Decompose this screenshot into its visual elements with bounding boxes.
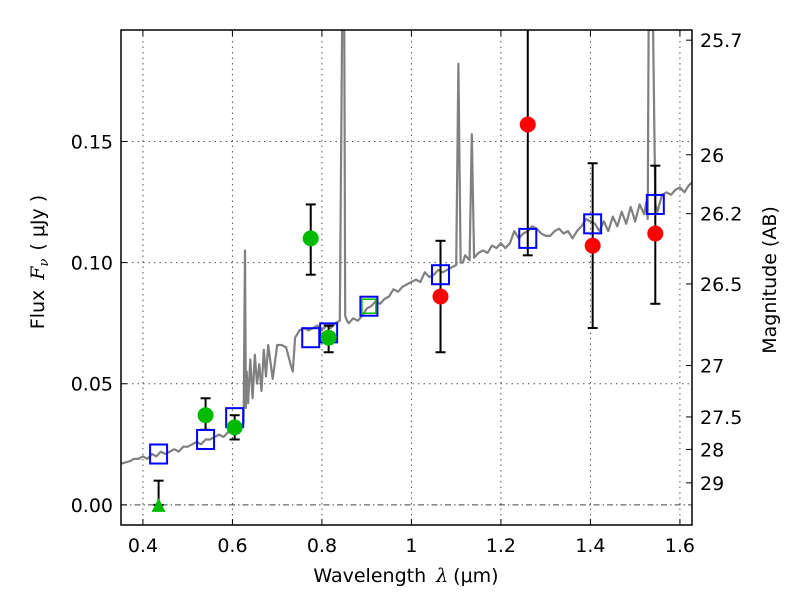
model-square-marker [149, 443, 169, 465]
x-axis-label: Wavelength λ (μm) [313, 565, 498, 587]
y2-tick-label: 26.2 [700, 204, 742, 226]
red-data-point [584, 237, 601, 254]
green-data-point [226, 419, 243, 436]
model-square-marker [431, 264, 451, 286]
model-square-marker [518, 227, 538, 249]
green-data-point [197, 407, 214, 424]
y-axis-label-text: Flux [27, 290, 49, 330]
y2-tick-label: 25.7 [700, 30, 742, 52]
x-tick-label: 0.8 [307, 535, 337, 557]
red-data-point [519, 116, 536, 133]
y2-tick-label: 27 [700, 356, 724, 378]
y-axis-ticks: 0.00 0.05 0.10 0.15 [71, 131, 127, 517]
grid-lines [121, 30, 692, 525]
y-tick-label: 0.10 [71, 253, 113, 275]
y2-tick-label: 26 [700, 145, 724, 167]
x-tick-label: 1.6 [665, 535, 695, 557]
y2-tick-label: 29 [700, 473, 724, 495]
green-data-point [302, 230, 319, 247]
y2-tick-label: 27.5 [700, 407, 742, 429]
red-data-point [432, 288, 449, 305]
x-tick-label: 1.4 [575, 535, 605, 557]
data-markers [149, 116, 665, 512]
x-axis-label-unit: (μm) [453, 565, 498, 587]
upper-limit-triangle [151, 497, 166, 512]
x-tick-label: 0.6 [217, 535, 247, 557]
model-square-marker [359, 295, 379, 317]
y2-tick-label: 26.5 [700, 274, 742, 296]
x-tick-label: 1 [405, 535, 417, 557]
y-axis-label-subscript: ν [37, 259, 52, 267]
x-axis-label-text: Wavelength [313, 565, 426, 587]
x-axis-label-symbol: λ [435, 565, 448, 587]
model-square-marker [645, 193, 665, 215]
red-data-point [647, 225, 664, 242]
green-data-point [320, 329, 337, 346]
x-axis-ticks: 0.4 0.6 0.8 1 1.2 1.4 1.6 [128, 30, 695, 557]
small-square-marker [361, 298, 377, 314]
x-tick-label: 1.2 [486, 535, 516, 557]
y2-tick-label: 28 [700, 439, 724, 461]
y-axis-label-unit: ( μJy ) [27, 195, 49, 251]
y-axis-label: Flux Fν ( μJy ) [27, 195, 52, 329]
y2-axis-ticks: 25.7 26 26.2 26.5 27 27.5 28 29 [686, 30, 742, 495]
y2-axis-label: Magnitude (AB) [759, 206, 781, 354]
y-tick-label: 0.00 [71, 495, 113, 517]
model-square-marker [196, 428, 216, 450]
model-square-marker [583, 213, 603, 235]
y-axis-label-symbol: F [27, 266, 49, 281]
x-tick-label: 0.4 [128, 535, 158, 557]
plot-frame [120, 29, 693, 526]
y-tick-label: 0.05 [71, 374, 113, 396]
y-tick-label: 0.15 [71, 131, 113, 153]
